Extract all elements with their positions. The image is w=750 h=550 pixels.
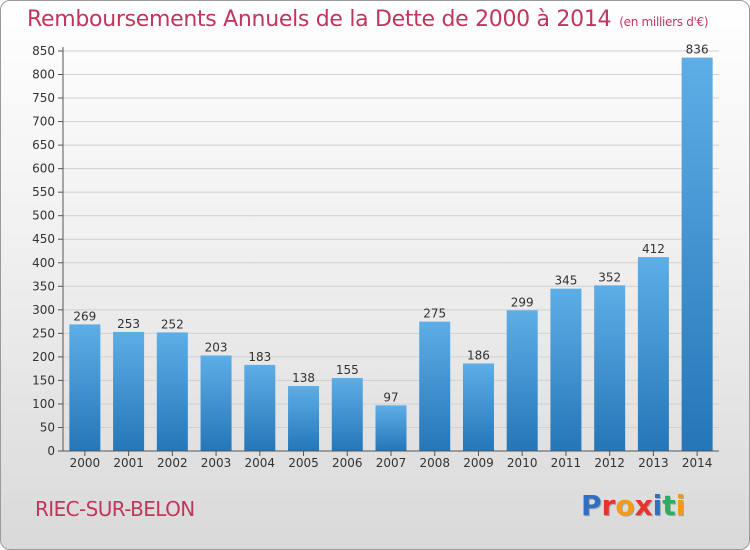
bar xyxy=(462,363,494,451)
y-tick-label: 450 xyxy=(32,232,55,246)
y-tick-label: 250 xyxy=(32,326,55,340)
bar-value-label: 253 xyxy=(117,317,140,331)
x-tick-label: 2012 xyxy=(594,456,625,470)
x-tick-label: 2011 xyxy=(551,456,582,470)
x-tick-label: 2006 xyxy=(332,456,363,470)
bar-value-label: 269 xyxy=(73,309,96,323)
bar xyxy=(331,378,363,451)
logo-letter: P xyxy=(581,489,602,522)
bar xyxy=(419,321,451,451)
logo-letter: i xyxy=(652,489,663,522)
x-tick-label: 2008 xyxy=(419,456,450,470)
bar xyxy=(200,355,232,451)
bar-value-label: 352 xyxy=(598,270,621,284)
logo-letter: x xyxy=(634,489,653,522)
y-axis: 0 50 100 150 200 250 300 350 400 450 500 550 600 650 7… xyxy=(32,44,64,458)
y-tick-label: 600 xyxy=(32,162,55,176)
proxiti-logo[interactable]: Proxiti xyxy=(581,489,685,522)
bar-value-label: 138 xyxy=(292,371,315,385)
bar xyxy=(113,331,145,451)
logo-letter: r xyxy=(601,489,616,522)
y-tick-label: 650 xyxy=(32,138,55,152)
data-labels: 269 253 252 203 183 138 155 97 275 186 299 345 352 41… xyxy=(73,43,708,405)
logo-letter: t xyxy=(662,489,676,522)
bar xyxy=(288,386,320,451)
bar-value-label: 412 xyxy=(642,242,665,256)
y-tick-label: 200 xyxy=(32,350,55,364)
bar xyxy=(550,288,582,451)
bar-value-label: 186 xyxy=(467,348,490,362)
bar-value-label: 183 xyxy=(248,350,271,364)
y-tick-label: 100 xyxy=(32,397,55,411)
y-tick-label: 0 xyxy=(47,444,55,458)
y-tick-label: 150 xyxy=(32,373,55,387)
bar-value-label: 836 xyxy=(686,43,709,57)
logo-letter: i xyxy=(675,489,686,522)
y-tick-label: 850 xyxy=(32,44,55,58)
bar-value-label: 155 xyxy=(336,363,359,377)
commune-name: RIEC-SUR-BELON xyxy=(35,497,195,521)
bar-value-label: 299 xyxy=(511,295,534,309)
y-tick-label: 300 xyxy=(32,303,55,317)
y-tick-label: 50 xyxy=(40,420,55,434)
x-tick-label: 2003 xyxy=(201,456,232,470)
y-tick-label: 350 xyxy=(32,279,55,293)
logo-letter: o xyxy=(615,489,635,522)
y-tick-label: 700 xyxy=(32,115,55,129)
bar-value-label: 203 xyxy=(205,340,228,354)
x-tick-label: 2004 xyxy=(245,456,276,470)
chart-title: Remboursements Annuels de la Dette de 20… xyxy=(27,7,709,32)
bar-value-label: 97 xyxy=(383,390,398,404)
x-tick-label: 2000 xyxy=(70,456,101,470)
y-tick-label: 750 xyxy=(32,91,55,105)
x-tick-label: 2002 xyxy=(157,456,188,470)
bar xyxy=(69,324,101,451)
bar-value-label: 345 xyxy=(554,274,577,288)
y-tick-label: 800 xyxy=(32,68,55,82)
bars xyxy=(69,57,713,452)
x-axis: 2000 2001 2002 2003 2004 2005 2006 2007 2008 2009… xyxy=(63,450,719,470)
x-tick-label: 2010 xyxy=(507,456,538,470)
x-tick-label: 2007 xyxy=(376,456,407,470)
bar-value-label: 275 xyxy=(423,307,446,321)
bar-value-label: 252 xyxy=(161,317,184,331)
x-tick-label: 2005 xyxy=(288,456,319,470)
bar xyxy=(506,310,538,451)
bar xyxy=(681,57,713,452)
y-tick-label: 400 xyxy=(32,256,55,270)
bar xyxy=(375,405,407,451)
x-tick-label: 2009 xyxy=(463,456,494,470)
bar xyxy=(637,257,669,451)
bar xyxy=(594,285,626,451)
bar xyxy=(244,364,276,451)
x-tick-label: 2014 xyxy=(682,456,713,470)
y-tick-label: 550 xyxy=(32,185,55,199)
y-tick-label: 500 xyxy=(32,209,55,223)
chart-title-text: Remboursements Annuels de la Dette de 20… xyxy=(27,7,612,32)
chart-subtitle: (en milliers d'€) xyxy=(619,15,709,29)
x-tick-label: 2001 xyxy=(113,456,144,470)
bar xyxy=(156,332,188,451)
x-tick-label: 2013 xyxy=(638,456,669,470)
